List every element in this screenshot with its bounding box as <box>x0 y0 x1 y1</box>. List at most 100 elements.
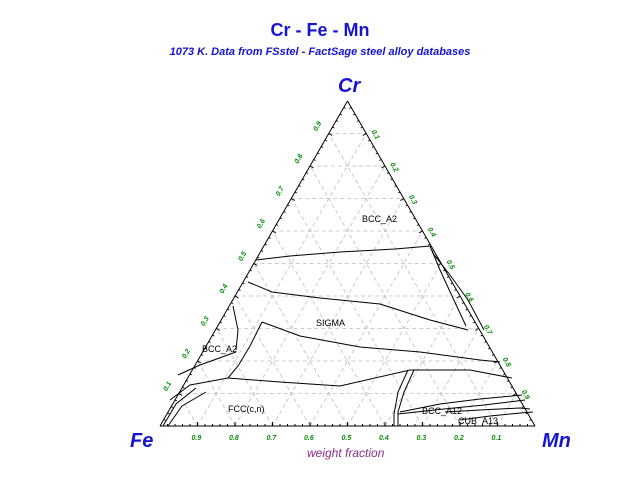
tick-mark-left <box>163 419 166 421</box>
tick-mark-right <box>443 269 446 272</box>
tick-mark-left <box>178 393 183 396</box>
tick-mark-right <box>450 282 453 285</box>
axis-ticks <box>163 107 532 426</box>
tick-mark-right <box>424 237 427 239</box>
tick-mark-right <box>456 295 461 299</box>
boundary-right-lower <box>459 411 534 421</box>
tick-mark-left <box>291 198 295 201</box>
tick-mark-right <box>525 412 528 415</box>
tick-mark-right <box>480 334 483 337</box>
tick-mark-left <box>227 308 230 311</box>
tick-label-right: 0.6 <box>463 292 474 304</box>
tick-mark-right <box>386 172 389 174</box>
tick-mark-right <box>416 224 419 226</box>
grid-lines <box>178 133 517 427</box>
phase-label-fcc: FCC(c,n) <box>228 404 265 414</box>
tick-mark-right <box>398 191 401 194</box>
tick-label-left: 0.8 <box>294 153 305 165</box>
boundary-sigma-left-vertical <box>227 321 263 379</box>
tick-mark-right <box>362 133 367 136</box>
tick-label-right: 0.7 <box>482 324 493 337</box>
axis-caption: weight fraction <box>307 446 385 460</box>
boundary-right-bcc-1 <box>399 394 523 413</box>
tick-mark-left <box>223 315 226 317</box>
tick-mark-right <box>465 308 468 311</box>
tick-mark-left <box>294 191 297 194</box>
tick-mark-right <box>506 380 509 382</box>
tick-mark-left <box>306 172 309 174</box>
tick-mark-right <box>418 230 423 234</box>
tick-mark-left <box>189 373 192 376</box>
tick-mark-left <box>339 113 342 116</box>
tick-mark-right <box>461 302 464 304</box>
boundary-bcc-sigma-right <box>429 245 467 327</box>
tick-mark-left <box>204 347 207 350</box>
tick-label-bottom: 0.6 <box>304 435 314 442</box>
tick-label-bottom: 0.8 <box>229 435 239 442</box>
phase-label-bcc-right: BCC_A12 <box>422 406 462 416</box>
tick-mark-left <box>321 146 324 148</box>
phase-label-bcc-left: BCC_A2 <box>202 344 237 354</box>
tick-mark-right <box>431 250 434 252</box>
tick-mark-right <box>521 406 524 408</box>
tick-mark-right <box>491 354 494 356</box>
tick-mark-right <box>375 152 378 155</box>
tick-mark-left <box>268 237 271 239</box>
tick-label-right: 0.2 <box>388 162 399 174</box>
tick-label-left: 0.6 <box>256 218 267 230</box>
tick-mark-right <box>437 263 442 266</box>
boundary-left-corner-3 <box>162 387 197 427</box>
boundary-fcc-sigma <box>227 369 513 387</box>
tick-mark-right <box>435 256 438 259</box>
tick-mark-left <box>332 126 335 129</box>
tick-label-right: 0.3 <box>407 194 418 206</box>
tick-mark-left <box>208 341 211 343</box>
tick-label-bottom: 0.3 <box>417 435 427 442</box>
grid-line-fe <box>197 360 236 427</box>
tick-label-right: 0.9 <box>520 389 531 401</box>
tick-label-bottom: 0.7 <box>267 435 278 442</box>
tick-mark-right <box>484 341 487 343</box>
tick-mark-left <box>197 360 202 364</box>
tick-mark-left <box>238 289 241 291</box>
tick-mark-right <box>512 393 517 396</box>
tick-mark-left <box>276 224 279 226</box>
tick-mark-left <box>279 217 282 220</box>
boundary-left-corner-4 <box>167 391 207 427</box>
tick-mark-left <box>324 139 327 142</box>
phase-boundaries <box>162 245 534 427</box>
tick-mark-left <box>174 399 177 402</box>
tick-label-left: 0.1 <box>162 380 173 392</box>
tick-mark-left <box>287 204 290 207</box>
tick-mark-left <box>283 211 286 213</box>
tick-mark-left <box>309 165 314 169</box>
tick-mark-left <box>261 250 264 252</box>
boundary-sigma-bottom <box>261 321 501 363</box>
tick-mark-right <box>428 243 431 246</box>
boundary-right-bcc-2 <box>397 399 526 415</box>
diagram-title: Cr - Fe - Mn <box>270 20 370 40</box>
tick-mark-right <box>379 159 382 161</box>
grid-line-mn <box>422 328 480 427</box>
tick-mark-right <box>409 211 412 213</box>
tick-mark-right <box>518 399 521 402</box>
tick-mark-right <box>405 204 408 207</box>
tick-mark-left <box>234 295 239 299</box>
tick-mark-right <box>503 373 506 376</box>
diagram-subtitle: 1073 K. Data from FSstel - FactSage stee… <box>169 46 471 58</box>
tick-mark-left <box>193 367 196 369</box>
tick-mark-left <box>182 386 185 389</box>
tick-mark-right <box>454 289 457 291</box>
tick-label-bottom: 0.1 <box>492 435 502 442</box>
tick-mark-left <box>242 282 245 285</box>
axis-tick-labels: 0.9 0.8 0.7 0.6 0.5 0.4 0.3 0.2 0.1 0.1 0.2 0.3 0.4 0… <box>162 120 530 442</box>
grid-line-mn <box>497 393 517 427</box>
tick-mark-left <box>167 412 170 415</box>
apex-label-mn: Mn <box>542 430 571 452</box>
tick-label-left: 0.5 <box>237 250 248 262</box>
tick-mark-right <box>356 120 359 122</box>
tick-mark-left <box>231 302 234 304</box>
tick-mark-left <box>343 107 346 109</box>
tick-mark-right <box>446 276 449 278</box>
